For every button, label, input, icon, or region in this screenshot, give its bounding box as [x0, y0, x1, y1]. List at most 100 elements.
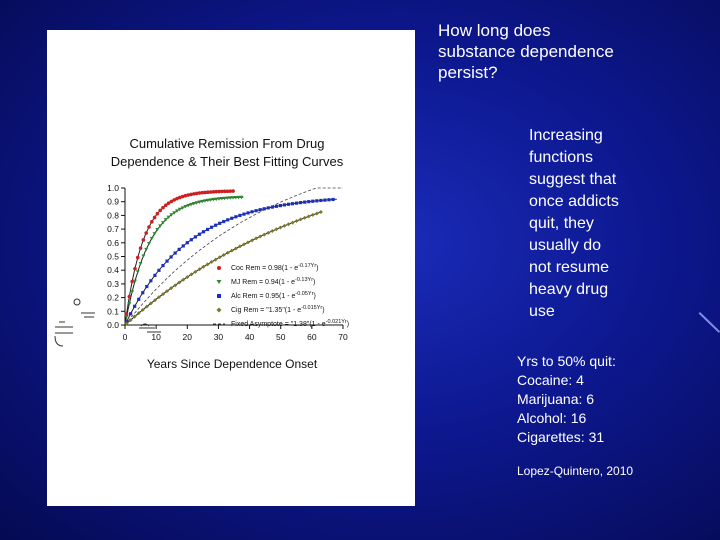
data-point: [197, 200, 202, 204]
data-point: [172, 198, 177, 202]
data-point: [203, 190, 207, 195]
data-point: [141, 238, 146, 242]
data-point: [290, 202, 295, 206]
data-point: [254, 209, 258, 213]
data-point: [258, 208, 262, 212]
data-point: [274, 204, 278, 208]
data-point: [149, 279, 153, 283]
data-point: [183, 193, 188, 198]
slide-explanation: Increasing functions suggest that once a…: [529, 125, 679, 323]
data-point: [306, 214, 311, 219]
data-point: [129, 312, 133, 316]
explanation-line: once addicts: [529, 193, 619, 210]
y-tick-label: 0.7: [107, 224, 119, 234]
data-point: [214, 189, 219, 194]
data-point: [231, 189, 235, 193]
data-point: [192, 192, 196, 196]
data-point: [178, 195, 182, 200]
data-point: [323, 198, 327, 202]
data-point: [201, 230, 206, 234]
data-point: [166, 215, 171, 220]
data-point: [161, 205, 165, 210]
stats-line: Cocaine: 4: [517, 372, 584, 388]
data-point: [163, 203, 168, 208]
data-point: [138, 246, 143, 250]
data-point: [290, 220, 295, 225]
data-point: [315, 199, 319, 203]
data-point: [250, 210, 254, 214]
data-point: [144, 304, 149, 309]
data-point: [160, 292, 165, 297]
legend-marker: [217, 294, 221, 298]
scan-artifact-marks: [54, 298, 161, 347]
data-point: [177, 207, 182, 212]
data-point: [124, 312, 129, 316]
stats-line: Cigarettes: 31: [517, 429, 605, 445]
data-point: [181, 277, 186, 282]
slide-question: How long does substance dependence persi…: [438, 20, 698, 83]
data-point: [133, 266, 137, 271]
data-point: [211, 197, 216, 202]
y-tick-label: 0.9: [107, 197, 119, 207]
data-point: [165, 289, 170, 294]
data-point: [135, 270, 140, 274]
chart-figure-panel: Cumulative Remission From Drug Dependenc…: [47, 30, 415, 506]
data-point: [218, 221, 222, 225]
slide-citation: Lopez-Quintero, 2010: [517, 464, 634, 478]
data-point: [175, 209, 180, 213]
data-point: [233, 195, 238, 200]
data-point: [222, 189, 227, 194]
data-point: [331, 197, 335, 202]
explanation-line: not resume: [529, 259, 610, 276]
explanation-line: functions: [529, 149, 594, 166]
data-point: [141, 254, 146, 259]
data-point: [153, 273, 157, 277]
data-point: [205, 227, 210, 232]
data-point: [262, 207, 266, 211]
data-point: [278, 203, 283, 208]
y-tick-label: 1.0: [107, 183, 119, 193]
chart-title-line-2: Dependence & Their Best Fitting Curves: [111, 154, 344, 169]
question-line: How long does: [438, 21, 551, 40]
data-point: [225, 196, 230, 201]
data-point: [169, 213, 174, 217]
data-point: [193, 269, 198, 274]
data-point: [266, 206, 270, 210]
data-point: [152, 298, 157, 303]
data-point: [220, 189, 224, 194]
data-point: [294, 218, 299, 223]
data-point: [242, 212, 246, 216]
data-point: [133, 304, 137, 308]
data-point: [136, 311, 141, 316]
data-point: [258, 234, 263, 239]
y-tick-label: 0.2: [107, 293, 119, 303]
data-point: [205, 262, 210, 267]
y-tick-label: 0.5: [107, 252, 119, 262]
stats-line: Marijuana: 6: [517, 391, 595, 407]
data-point: [225, 250, 230, 255]
data-point: [146, 242, 151, 246]
data-point: [228, 196, 233, 200]
chart-title-line-1: Cumulative Remission From Drug: [129, 136, 324, 151]
data-point: [319, 198, 323, 203]
data-point: [169, 255, 173, 259]
data-point: [299, 201, 303, 205]
data-point: [189, 202, 194, 207]
x-tick-label: 20: [183, 332, 193, 342]
data-point: [209, 259, 214, 264]
data-point: [274, 227, 279, 232]
data-point: [173, 283, 178, 288]
data-point: [189, 238, 193, 242]
y-tick-label: 0.4: [107, 265, 119, 275]
data-point: [191, 201, 196, 206]
data-point: [173, 251, 177, 255]
data-point: [175, 196, 179, 201]
question-line: substance dependence: [438, 42, 614, 61]
data-point: [238, 213, 242, 218]
legend-marker: [216, 280, 222, 284]
data-point: [239, 195, 244, 200]
legend-label: MJ Rem = 0.94(1 - e-0.13Yr): [231, 277, 315, 286]
data-point: [155, 211, 160, 216]
data-point: [183, 205, 188, 209]
data-point: [177, 247, 181, 251]
